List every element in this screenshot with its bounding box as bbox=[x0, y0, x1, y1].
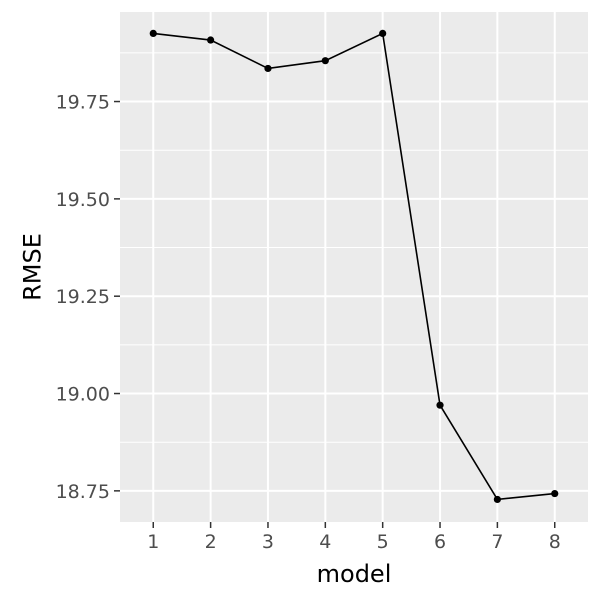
minor-grid bbox=[120, 52, 588, 443]
y-tick-label: 19.00 bbox=[56, 384, 110, 406]
y-tick-label: 19.50 bbox=[56, 189, 110, 211]
x-tick-label: 3 bbox=[262, 531, 274, 553]
y-tick-label: 19.75 bbox=[56, 92, 110, 114]
x-tick-label: 4 bbox=[319, 531, 331, 553]
x-tick-label: 6 bbox=[434, 531, 446, 553]
data-point bbox=[551, 489, 559, 498]
x-axis: 1 2 3 4 5 6 7 8 bbox=[147, 522, 561, 553]
x-tick-label: 7 bbox=[491, 531, 503, 553]
major-grid bbox=[120, 12, 588, 522]
data-point bbox=[149, 29, 157, 38]
x-tick-label: 8 bbox=[549, 531, 561, 553]
x-tick-label: 1 bbox=[147, 531, 159, 553]
y-axis: 18.75 19.00 19.25 19.50 19.75 bbox=[56, 92, 120, 503]
data-point bbox=[379, 29, 387, 38]
x-axis-title: model bbox=[317, 560, 392, 588]
y-axis-title: RMSE bbox=[18, 233, 46, 301]
y-tick-label: 19.25 bbox=[56, 286, 110, 308]
x-tick-label: 5 bbox=[377, 531, 389, 553]
data-point bbox=[493, 495, 501, 504]
data-point bbox=[321, 57, 329, 65]
y-tick-label: 18.75 bbox=[56, 481, 110, 503]
data-point bbox=[264, 64, 272, 73]
x-tick-label: 2 bbox=[205, 531, 217, 553]
series-layer bbox=[149, 29, 559, 504]
plot-panel bbox=[120, 12, 588, 522]
data-point bbox=[207, 36, 215, 44]
data-point bbox=[436, 401, 444, 409]
series-line bbox=[153, 32, 555, 501]
